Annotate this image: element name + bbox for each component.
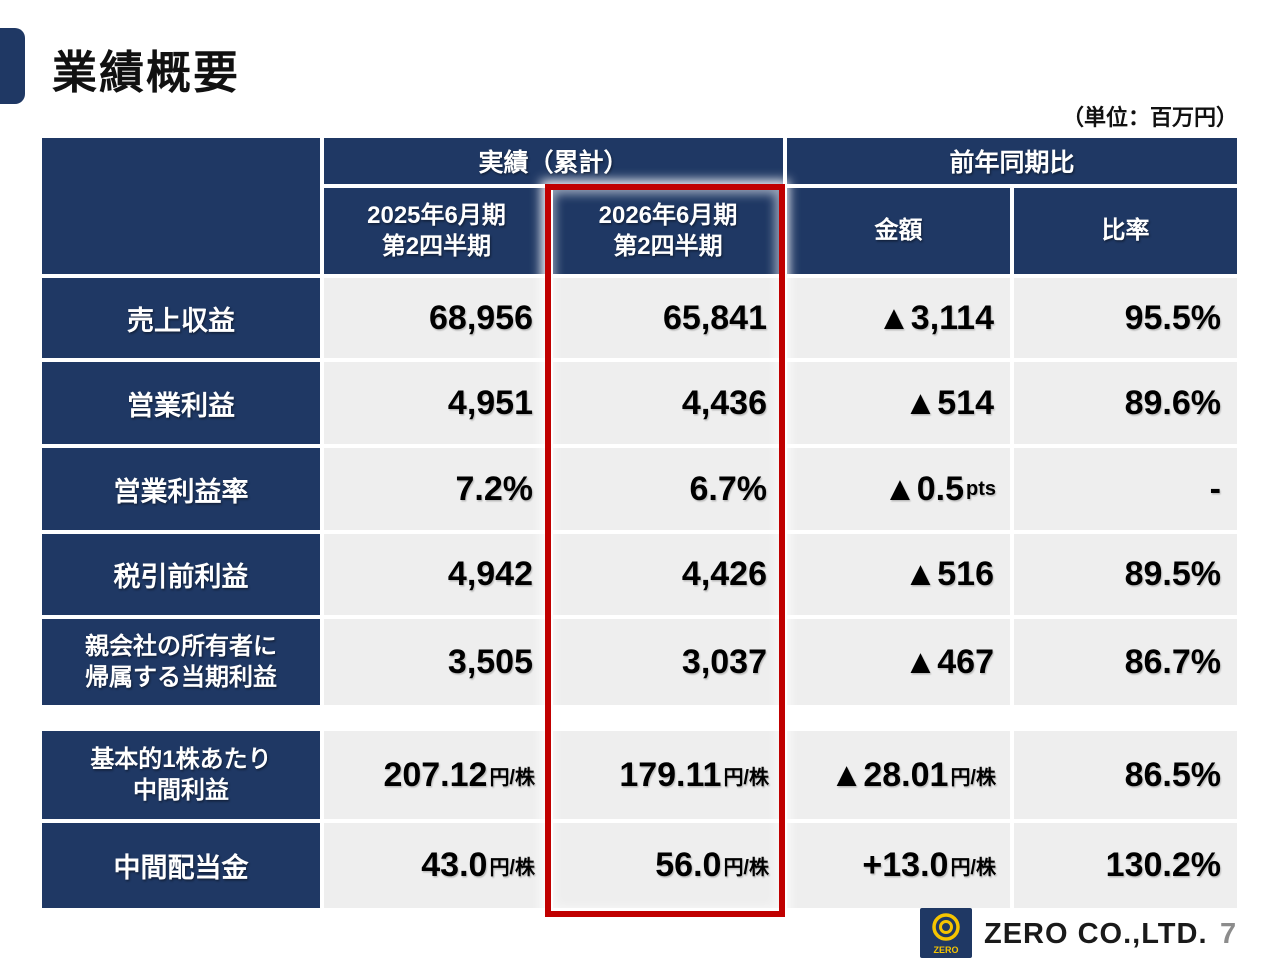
- value: 4,436: [681, 383, 767, 422]
- value-unit: 円/株: [950, 857, 996, 879]
- cell-fy2025: 207.12 円/株: [324, 731, 549, 819]
- cell-fy2025: 4,942: [324, 534, 549, 615]
- col-header-fy2025: 2025年6月期 第2四半期: [324, 188, 549, 274]
- title-accent-bar: [0, 28, 25, 104]
- cell-amount: ▲514: [787, 362, 1010, 444]
- svg-text:ZERO: ZERO: [933, 945, 958, 955]
- cell-ratio: 89.5%: [1014, 534, 1237, 615]
- value-unit: pts: [966, 477, 996, 500]
- group-header-yoy: 前年同期比: [787, 138, 1237, 184]
- cell-ratio: 95.5%: [1014, 278, 1237, 358]
- cell-amount: ▲516: [787, 534, 1010, 615]
- value: 89.5%: [1124, 555, 1221, 593]
- cell-fy2025: 3,505: [324, 619, 549, 705]
- cell-ratio: 86.7%: [1014, 619, 1237, 705]
- table-corner-cell: [42, 138, 320, 274]
- value: 86.5%: [1124, 755, 1221, 794]
- page-title: 業績概要: [52, 47, 241, 98]
- value: 3,505: [447, 642, 533, 681]
- value: 4,951: [447, 383, 533, 422]
- value: 207.12: [383, 755, 488, 794]
- value: 130.2%: [1105, 846, 1221, 884]
- cell-fy2026: 3,037: [553, 619, 783, 705]
- col-header-fy2026: 2026年6月期 第2四半期: [553, 188, 783, 274]
- cell-amount: ▲467: [787, 619, 1010, 705]
- cell-ratio: 86.5%: [1014, 731, 1237, 819]
- cell-fy2025: 43.0 円/株: [324, 823, 549, 908]
- cell-fy2026: 179.11 円/株: [553, 731, 783, 819]
- value: ▲516: [903, 555, 994, 593]
- value: 4,426: [681, 555, 767, 593]
- cell-fy2026: 6.7%: [553, 448, 783, 530]
- cell-ratio: 89.6%: [1014, 362, 1237, 444]
- section-spacer: [42, 709, 1237, 727]
- value: ▲514: [903, 383, 994, 422]
- value: -: [1209, 469, 1221, 508]
- value-unit: 円/株: [723, 857, 769, 879]
- cell-ratio: -: [1014, 448, 1237, 530]
- cell-amount: ▲28.01 円/株: [787, 731, 1010, 819]
- row-label: 中間配当金: [42, 823, 320, 908]
- value-unit: 円/株: [489, 857, 535, 879]
- value: 89.6%: [1124, 383, 1221, 422]
- value: +13.0: [862, 846, 949, 884]
- value: 86.7%: [1124, 642, 1221, 681]
- cell-amount: ▲3,114: [787, 278, 1010, 358]
- value: 56.0: [655, 846, 722, 884]
- value: ▲0.5: [883, 469, 964, 508]
- page-number: 7: [1220, 918, 1237, 950]
- value: ▲467: [903, 642, 994, 681]
- cell-fy2026: 4,436: [553, 362, 783, 444]
- cell-fy2026: 65,841: [553, 278, 783, 358]
- row-label: 親会社の所有者に 帰属する当期利益: [42, 619, 320, 705]
- col-header-amount: 金額: [787, 188, 1010, 274]
- cell-fy2025: 4,951: [324, 362, 549, 444]
- cell-fy2025: 7.2%: [324, 448, 549, 530]
- value: ▲28.01: [829, 755, 949, 794]
- value: 6.7%: [689, 469, 768, 508]
- value: 68,956: [429, 298, 533, 337]
- value-unit: 円/株: [723, 766, 769, 789]
- performance-table: 実績（累計） 前年同期比 2025年6月期 第2四半期 2026年6月期 第2四…: [42, 138, 1237, 908]
- row-label: 営業利益率: [42, 448, 320, 530]
- value: 95.5%: [1124, 298, 1221, 337]
- col-header-ratio: 比率: [1014, 188, 1237, 274]
- value: 7.2%: [455, 469, 534, 508]
- value: 65,841: [663, 298, 767, 337]
- cell-ratio: 130.2%: [1014, 823, 1237, 908]
- cell-amount: +13.0 円/株: [787, 823, 1010, 908]
- cell-fy2026: 4,426: [553, 534, 783, 615]
- cell-fy2025: 68,956: [324, 278, 549, 358]
- group-header-actual: 実績（累計）: [324, 138, 783, 184]
- footer-company-name: ZERO CO.,LTD.: [984, 918, 1208, 950]
- value: 43.0: [421, 846, 488, 884]
- cell-amount: ▲0.5 pts: [787, 448, 1010, 530]
- value: 3,037: [681, 642, 767, 681]
- row-label: 基本的1株あたり 中間利益: [42, 731, 320, 819]
- value: 4,942: [447, 555, 533, 593]
- cell-fy2026: 56.0 円/株: [553, 823, 783, 908]
- row-label: 売上収益: [42, 278, 320, 358]
- value: 179.11: [619, 755, 722, 794]
- value: ▲3,114: [877, 298, 994, 337]
- row-label: 税引前利益: [42, 534, 320, 615]
- value-unit: 円/株: [489, 766, 535, 789]
- row-label: 営業利益: [42, 362, 320, 444]
- zero-logo-icon: ZERO: [920, 908, 972, 958]
- value-unit: 円/株: [950, 766, 996, 789]
- unit-note: （単位：百万円）: [1061, 105, 1238, 130]
